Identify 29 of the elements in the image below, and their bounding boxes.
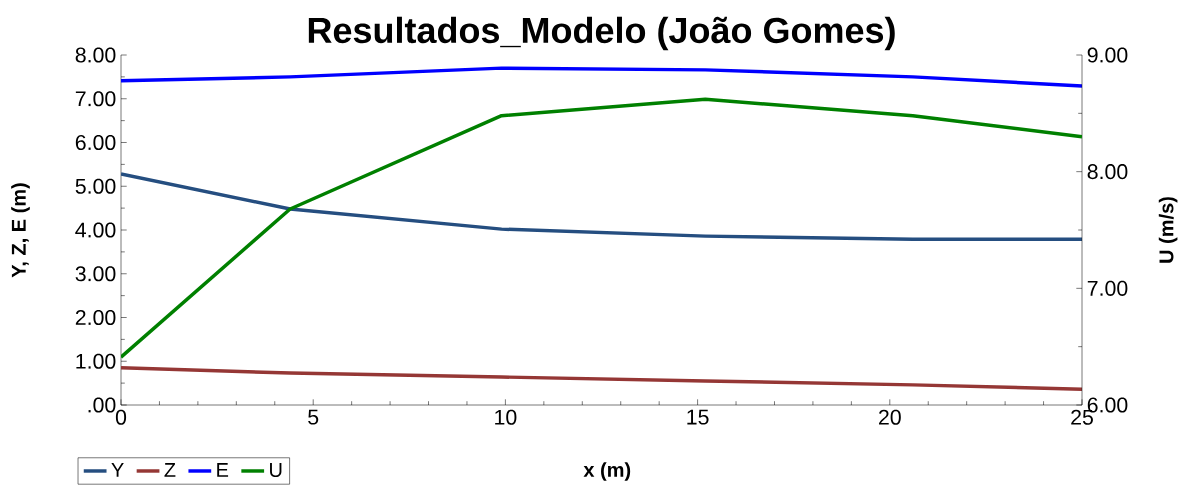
y2-tick-label: 8.00 — [1087, 164, 1128, 180]
line-series — [121, 66, 1082, 88]
y-tick-label: 6.00 — [75, 134, 116, 151]
y-tick-label: 3.00 — [75, 266, 116, 282]
y2-tick-label: 9.00 — [1087, 47, 1128, 63]
chart-title: Resultados_Modelo (João Gomes) — [308, 16, 895, 51]
y-axis-title: Y, Z, E (m) — [11, 183, 30, 278]
y-tick-label: 1.00 — [76, 353, 116, 369]
y-tick-label: 7.00 — [75, 91, 116, 107]
y-tick-label: 5.00 — [75, 178, 116, 194]
legend-label: U — [270, 463, 282, 478]
x-tick-label: 10 — [495, 409, 517, 425]
legend-label: E — [217, 463, 229, 477]
legend-label: Z — [164, 463, 176, 477]
y-tick-label: 8.00 — [75, 47, 116, 63]
y2-axis-title: U (m/s) — [1158, 197, 1178, 263]
y-tick-label: 4.00 — [75, 222, 116, 238]
line-series — [121, 172, 1082, 241]
x-tick-label: 0 — [115, 409, 127, 425]
line-series — [121, 366, 1082, 391]
x-tick-label: 5 — [308, 409, 319, 425]
x-tick-label: 15 — [687, 409, 709, 425]
x-tick-label: 20 — [879, 409, 901, 425]
line-series — [121, 97, 1083, 359]
x-axis-title: x (m) — [583, 462, 631, 481]
y2-tick-label: 7.00 — [1087, 280, 1128, 296]
legend-label: Y — [111, 463, 124, 477]
y-tick-label: .00 — [88, 397, 116, 413]
y-tick-label: 2.00 — [75, 309, 116, 326]
